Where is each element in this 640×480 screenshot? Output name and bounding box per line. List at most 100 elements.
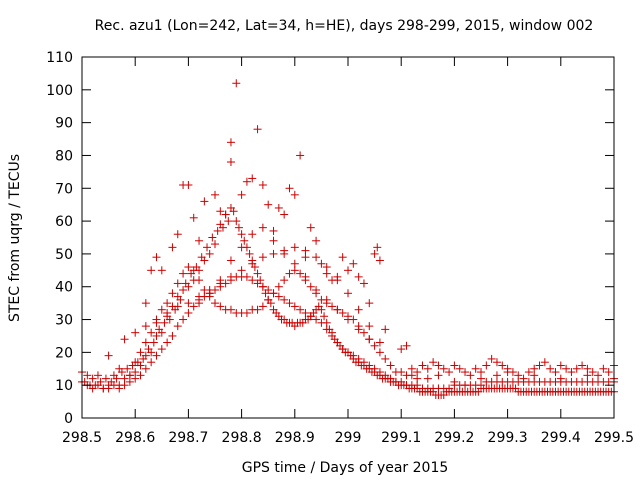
data-point <box>237 190 246 199</box>
data-point <box>423 374 432 383</box>
data-point <box>141 364 150 373</box>
data-point <box>280 276 289 285</box>
data-point <box>242 308 251 317</box>
data-point <box>354 354 363 363</box>
data-point <box>328 331 337 340</box>
data-point <box>386 374 395 383</box>
data-point <box>588 368 597 377</box>
data-point <box>280 210 289 219</box>
data-point <box>296 151 305 160</box>
data-point <box>232 217 241 226</box>
data-point <box>149 338 158 347</box>
data-point <box>583 371 592 380</box>
data-point <box>184 299 193 308</box>
data-point <box>381 325 390 334</box>
data-point <box>333 338 342 347</box>
y-tick-label: 30 <box>55 313 73 329</box>
data-point <box>115 384 124 393</box>
data-point <box>530 371 539 380</box>
chart-title: Rec. azu1 (Lon=242, Lat=34, h=HE), days … <box>95 18 594 34</box>
data-point <box>290 302 299 311</box>
data-point <box>514 371 523 380</box>
data-point <box>546 364 555 373</box>
data-point <box>141 299 150 308</box>
data-point <box>365 361 374 370</box>
x-tick-label: 299 <box>335 430 362 446</box>
data-point <box>226 272 235 281</box>
data-point <box>189 302 198 311</box>
data-point <box>317 305 326 314</box>
data-point <box>604 368 613 377</box>
data-point <box>551 368 560 377</box>
data-point <box>556 374 565 383</box>
data-point <box>200 197 209 206</box>
x-tick-label: 299.4 <box>541 430 581 446</box>
data-point <box>160 318 169 327</box>
data-point <box>322 325 331 334</box>
data-point <box>413 374 422 383</box>
data-point <box>328 302 337 311</box>
x-axis-label: GPS time / Days of year 2015 <box>242 460 449 476</box>
data-point <box>258 302 267 311</box>
data-point <box>498 361 507 370</box>
x-tick-label: 298.7 <box>168 430 208 446</box>
data-point <box>269 236 278 245</box>
data-point <box>184 308 193 317</box>
y-tick-label: 60 <box>55 214 73 230</box>
data-point <box>477 374 485 383</box>
data-point <box>503 368 512 377</box>
data-point <box>312 253 321 262</box>
data-point <box>211 240 219 249</box>
data-point <box>163 338 172 347</box>
data-point <box>375 256 384 265</box>
data-point <box>213 226 222 235</box>
data-point <box>200 256 209 265</box>
data-point <box>349 351 358 360</box>
data-point <box>168 243 177 252</box>
data-point <box>88 374 97 383</box>
data-point <box>248 259 257 268</box>
data-point <box>216 279 225 288</box>
data-point <box>450 361 459 370</box>
data-point <box>466 371 475 380</box>
data-point <box>136 361 145 370</box>
data-point <box>338 345 347 354</box>
data-point <box>285 269 294 278</box>
data-point <box>208 233 217 242</box>
y-tick-label: 70 <box>55 181 73 197</box>
data-point <box>322 295 331 304</box>
data-point <box>434 371 443 380</box>
data-point <box>258 253 267 262</box>
data-point <box>312 315 321 324</box>
data-point <box>226 256 235 265</box>
data-point <box>152 331 161 340</box>
data-point <box>248 174 257 183</box>
data-point <box>195 276 204 285</box>
y-tick-label: 10 <box>55 378 73 394</box>
data-point <box>354 325 363 334</box>
x-tick-label: 298.8 <box>222 430 262 446</box>
data-point <box>274 292 283 301</box>
axes: 0 10 20 30 40 50 60 70 80 90 100 110 298.5 298.6 298.7… <box>46 50 634 446</box>
data-point <box>203 243 212 252</box>
data-point <box>370 341 379 350</box>
data-point <box>312 286 321 295</box>
data-point <box>173 302 182 311</box>
y-tick-label: 80 <box>55 148 73 164</box>
data-point <box>205 286 214 295</box>
data-point <box>338 308 347 317</box>
x-tick-label: 298.9 <box>275 430 315 446</box>
data-point <box>264 286 273 295</box>
data-point <box>189 266 198 275</box>
data-point <box>322 263 331 272</box>
data-point <box>93 371 102 380</box>
data-point <box>184 282 193 291</box>
data-point <box>226 158 235 167</box>
data-point <box>381 371 390 380</box>
y-tick-label: 50 <box>55 247 73 263</box>
x-tick-label: 298.6 <box>115 430 155 446</box>
data-point <box>120 335 129 344</box>
data-point <box>434 361 443 370</box>
data-point <box>290 190 299 199</box>
